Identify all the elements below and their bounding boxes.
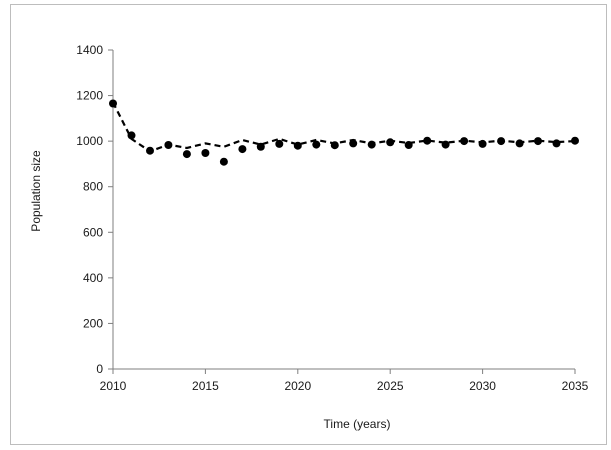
x-tick-label: 2015 xyxy=(192,379,219,393)
y-tick-label: 1000 xyxy=(76,134,103,148)
data-point xyxy=(330,141,339,150)
data-point xyxy=(256,142,265,151)
x-tick-label: 2030 xyxy=(469,379,496,393)
data-point xyxy=(441,140,450,149)
data-point xyxy=(219,157,228,166)
x-tick-label: 2035 xyxy=(562,379,589,393)
data-point xyxy=(497,137,506,146)
y-axis-title: Population size xyxy=(29,150,43,232)
y-tick-label: 1400 xyxy=(76,43,103,57)
y-tick-label: 400 xyxy=(83,271,103,285)
data-point xyxy=(293,141,302,150)
data-point xyxy=(367,140,376,149)
data-point xyxy=(386,138,395,147)
y-tick-label: 0 xyxy=(96,362,103,376)
chart-frame xyxy=(10,4,607,445)
axes: 0 200 400 600 800 1000 1200 1400 2010 2015 2020 202… xyxy=(76,43,588,393)
series-dashed-line xyxy=(112,101,576,153)
data-point xyxy=(534,137,542,146)
data-point xyxy=(552,139,561,148)
y-tick-label: 600 xyxy=(83,225,103,239)
y-tick-label: 800 xyxy=(83,180,103,194)
data-point xyxy=(146,146,154,155)
x-tick-label: 2025 xyxy=(377,379,404,393)
dashed-series-line xyxy=(112,101,576,153)
data-point xyxy=(238,145,247,154)
series-markers xyxy=(109,99,579,166)
x-axis-title: Time (years) xyxy=(324,417,391,431)
data-point xyxy=(127,131,136,140)
data-point xyxy=(109,99,117,108)
data-point xyxy=(478,139,487,148)
data-point xyxy=(164,141,173,149)
data-point xyxy=(312,140,321,149)
data-point xyxy=(349,139,358,148)
data-point xyxy=(460,137,469,146)
data-point xyxy=(404,141,413,149)
x-tick-label: 2010 xyxy=(100,379,127,393)
y-tick-label: 1200 xyxy=(76,89,103,103)
data-point xyxy=(275,139,284,148)
y-tick-label: 200 xyxy=(83,316,103,330)
data-point xyxy=(201,149,210,157)
data-point xyxy=(515,139,524,148)
data-point xyxy=(423,136,432,145)
data-point xyxy=(571,136,579,145)
x-tick-label: 2020 xyxy=(284,379,311,393)
data-point xyxy=(182,150,191,159)
